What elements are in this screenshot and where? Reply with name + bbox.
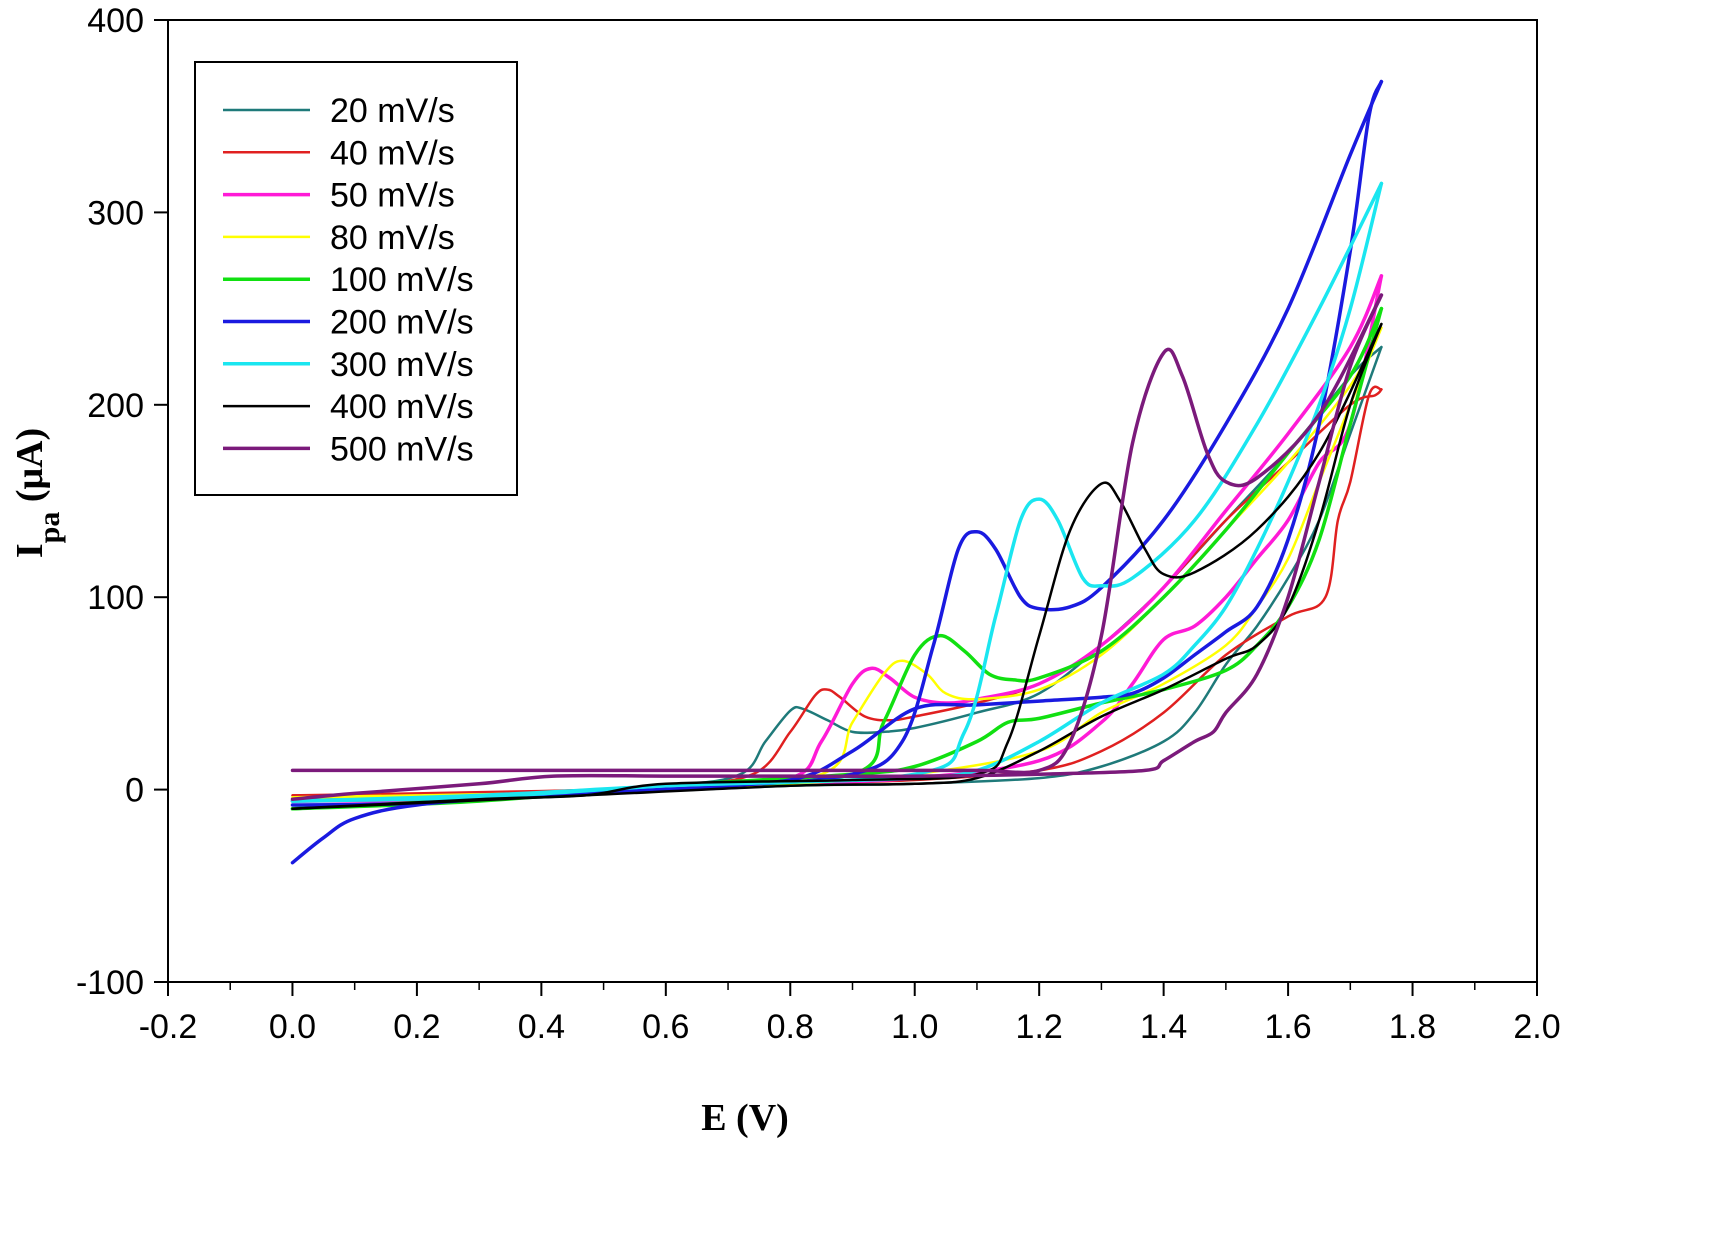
x-tick-label: 0.2 [393, 1008, 440, 1046]
series-reverse-scan [291, 322, 1383, 811]
x-tick-label: 0.4 [518, 1008, 565, 1046]
y-tick-label: 200 [87, 387, 144, 425]
legend-label: 100 mV/s [330, 261, 474, 299]
y-axis-title: Ipa (μA) [9, 428, 66, 558]
x-tick-label: 2.0 [1513, 1008, 1560, 1046]
y-tick-label: 400 [87, 2, 144, 40]
legend-label: 20 mV/s [330, 92, 455, 130]
y-tick-label: -100 [76, 964, 144, 1002]
legend-label: 500 mV/s [330, 430, 474, 468]
x-tick-label: 1.8 [1389, 1008, 1436, 1046]
y-axis-ticks: -100 0 100 200 300 400 [76, 2, 168, 1002]
x-tick-label: 0.8 [767, 1008, 814, 1046]
y-tick-label: 100 [87, 579, 144, 617]
x-tick-label: -0.2 [139, 1008, 198, 1046]
legend: 20 mV/s 40 mV/s 50 mV/s 80 mV/s 100 mV/s 200 … [194, 61, 518, 496]
legend-label: 50 mV/s [330, 177, 455, 215]
legend-label: 80 mV/s [330, 219, 455, 257]
y-axis-title-main: I [9, 543, 51, 558]
y-tick-label: 300 [87, 194, 144, 232]
series-400-mv-s [291, 322, 1383, 811]
series-forward-scan [291, 322, 1383, 811]
series-forward-scan [290, 293, 1384, 775]
series-layer [290, 79, 1384, 865]
series-reverse-scan [290, 293, 1384, 801]
x-tick-label: 1.6 [1264, 1008, 1311, 1046]
x-axis-title: E (V) [701, 1097, 789, 1139]
x-tick-label: 1.2 [1016, 1008, 1063, 1046]
x-tick-label: 0.6 [642, 1008, 689, 1046]
x-tick-label: 1.4 [1140, 1008, 1187, 1046]
x-tick-label: 0.0 [269, 1008, 316, 1046]
y-tick-label: 0 [125, 772, 144, 810]
legend-label: 40 mV/s [330, 134, 455, 172]
legend-label: 300 mV/s [330, 346, 474, 384]
y-axis-title-unit: (μA) [9, 428, 51, 512]
series-500-mv-s [290, 293, 1384, 801]
x-tick-label: 1.0 [891, 1008, 938, 1046]
legend-label: 400 mV/s [330, 388, 474, 426]
x-axis-ticks: -0.2 0.0 0.2 0.4 0.6 0.8 1.0 1.2 1.4 1.6 1.8 2.0 [139, 982, 1561, 1046]
legend-label: 200 mV/s [330, 304, 474, 342]
y-axis-title-sub: pa [33, 512, 66, 544]
